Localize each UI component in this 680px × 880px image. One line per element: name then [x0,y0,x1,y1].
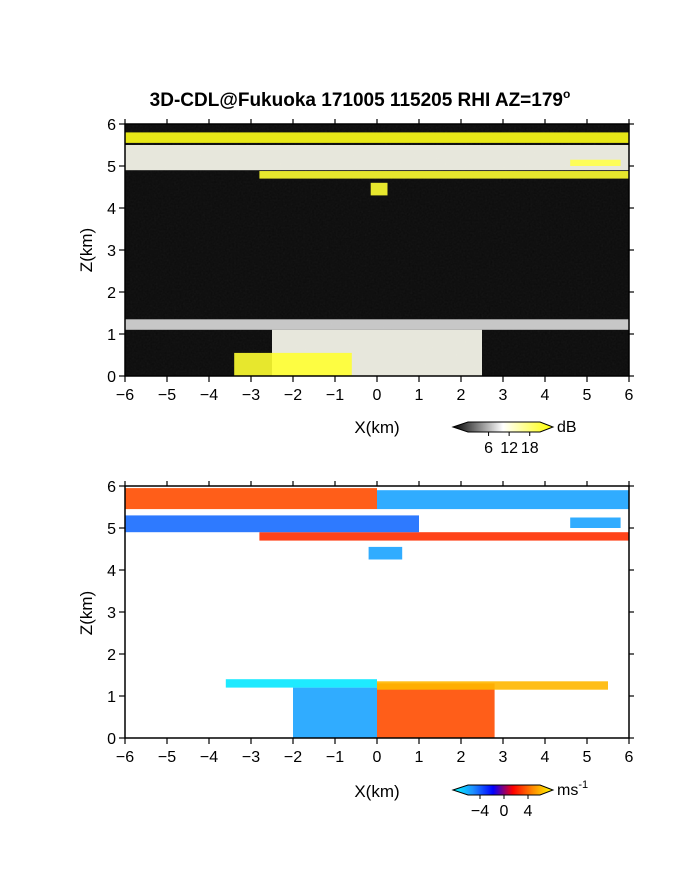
colorbar-velocity: −4 0 4 ms-1 [451,779,588,820]
colorbar-tick-label: 18 [521,440,539,457]
feature-middle-layer [259,532,629,541]
panel-velocity: −6 −5 −4 −3 −2 −1 0 1 2 3 4 5 6 0 1 2 3 4 5 6 X(km) Z(km) −… [77,479,634,820]
x-tick-label: −1 [326,387,344,404]
colorbar-tick-label: −4 [471,803,489,820]
x-tick-label: 4 [541,387,550,404]
y-tick-label: 5 [107,521,116,538]
x-tick-label: −6 [116,749,134,766]
feature-upper-layer [125,488,377,510]
x-tick-label: −5 [158,749,176,766]
x-tick-label: −2 [284,387,302,404]
y-axis-label: Z(km) [77,228,96,272]
feature-cloud-layer [125,132,629,143]
x-tick-label: −3 [242,387,260,404]
y-tick-label: 3 [107,605,116,622]
x-axis-label: X(km) [354,418,399,437]
feature-cloud-blob [370,182,388,196]
feature-cloud-fragment [125,145,629,171]
colorbar-unit: ms-1 [557,779,588,799]
axes-velocity: −6 −5 −4 −3 −2 −1 0 1 2 3 4 5 6 0 1 2 3 4 5 6 [107,479,634,766]
chart-title: 3D-CDL@Fukuoka 171005 115205 RHI AZ=179o [150,87,571,111]
y-tick-label: 1 [107,327,116,344]
feature-cloud-layer [259,171,629,179]
x-tick-label: −6 [116,387,134,404]
colorbar-bar [451,421,555,433]
x-tick-label: −3 [242,749,260,766]
colorbar-tick-label: 6 [484,440,493,457]
x-axis-label: X(km) [354,782,399,801]
velocity-features [125,488,629,738]
colorbar-ticks: 6 12 18 [484,432,539,457]
x-tick-label: −5 [158,387,176,404]
y-tick-label: 1 [107,689,116,706]
x-tick-label: 0 [373,387,382,404]
feature-boundary-layer [377,683,495,738]
x-tick-label: 0 [373,749,382,766]
x-tick-label: −2 [284,749,302,766]
feature-aerosol-top [377,681,608,690]
x-tick-label: 2 [457,387,466,404]
colorbar-tick-label: 0 [500,803,509,820]
x-tick-label: 5 [583,387,592,404]
x-tick-label: 4 [541,749,550,766]
colorbar-tick-label: 12 [500,440,518,457]
x-tick-label: 1 [415,749,424,766]
x-tick-label: −4 [200,387,218,404]
x-tick-label: 5 [583,749,592,766]
x-tick-label: 1 [415,387,424,404]
x-tick-label: 2 [457,749,466,766]
feature-upper-layer [377,490,629,510]
y-tick-label: 2 [107,647,116,664]
y-tick-label: 5 [107,159,116,176]
y-tick-label: 2 [107,285,116,302]
y-tick-label: 0 [107,369,116,386]
y-tick-label: 3 [107,243,116,260]
feature-fragments [125,515,419,533]
feature-boundary-layer [293,687,377,738]
feature-cloud-fragment [570,159,621,166]
y-tick-label: 0 [107,731,116,748]
x-tick-label: −4 [200,749,218,766]
colorbar-unit: dB [557,419,577,436]
colorbar-backscatter: 6 12 18 dB [451,419,577,457]
y-axis-label: Z(km) [77,591,96,635]
feature-aerosol-layer [125,319,629,330]
x-tick-label: 6 [625,749,634,766]
x-tick-label: −1 [326,749,344,766]
x-tick-label: 3 [499,387,508,404]
feature-aerosol-top [225,679,377,688]
colorbar-tick-label: 4 [524,803,533,820]
feature-cloud-blob [368,546,403,560]
feature-ground-clutter [234,352,352,376]
axes-backscatter: −6 −5 −4 −3 −2 −1 0 1 2 3 4 5 6 0 1 2 3 4 5 6 [107,117,634,404]
y-tick-label: 6 [107,479,116,496]
x-tick-label: 3 [499,749,508,766]
feature-fragments [570,517,621,528]
y-tick-label: 6 [107,117,116,134]
y-tick-label: 4 [107,563,116,580]
backscatter-features [125,132,629,376]
x-tick-label: 6 [625,387,634,404]
y-tick-label: 4 [107,201,116,218]
colorbar-bar [451,784,555,796]
colorbar-ticks: −4 0 4 [471,795,533,820]
